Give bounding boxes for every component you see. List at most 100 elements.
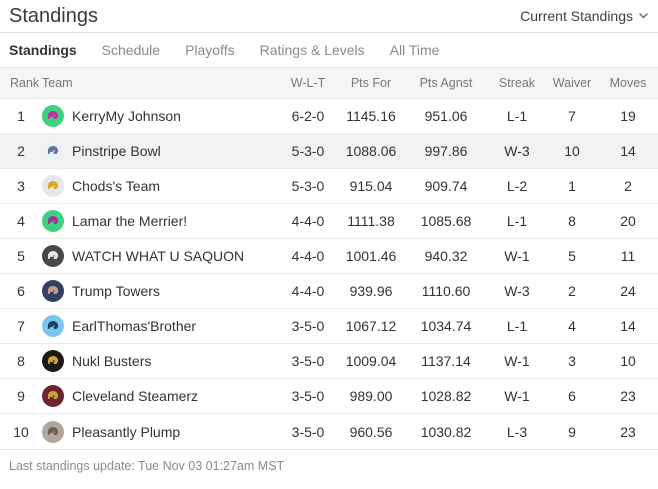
football-helmet-icon (47, 321, 59, 329)
pts-agnst-cell: 1030.82 (420, 423, 472, 440)
team-cell: Nukl Busters (42, 350, 278, 372)
waiver-cell: 2 (568, 283, 576, 299)
moves-cell: 10 (620, 353, 636, 369)
wlt-cell: 4-4-0 (291, 248, 325, 264)
football-helmet-icon (47, 426, 59, 435)
table-row[interactable]: 4 Lamar the Merrier! 4-4-0 1111.38 1085.… (0, 204, 658, 239)
pts-for-cell: 915.04 (349, 178, 393, 194)
rank-cell: 7 (17, 318, 25, 334)
moves-cell: 2 (624, 178, 632, 194)
football-helmet-icon (47, 286, 59, 294)
table-row[interactable]: 7 EarlThomas'Brother 3-5-0 1067.12 1034.… (0, 309, 658, 344)
streak-cell: W-3 (504, 143, 530, 159)
team-avatar (42, 420, 64, 443)
moves-cell: 14 (620, 143, 636, 159)
page-title: Standings (9, 4, 98, 27)
football-helmet-icon (47, 181, 59, 189)
moves-cell: 20 (620, 213, 636, 229)
column-header-wlt: W-L-T (290, 76, 326, 90)
team-cell: Cleveland Steamerz (42, 385, 278, 407)
moves-cell: 14 (620, 318, 636, 334)
team-cell: EarlThomas'Brother (42, 315, 278, 337)
team-name[interactable]: KerryMy Johnson (72, 108, 181, 124)
football-helmet-icon (47, 216, 59, 224)
pts-agnst-cell: 1034.74 (420, 318, 472, 334)
wlt-cell: 5-3-0 (291, 143, 325, 159)
team-name[interactable]: Lamar the Merrier! (72, 213, 188, 229)
waiver-cell: 6 (568, 388, 576, 404)
table-row[interactable]: 9 Cleveland Steamerz 3-5-0 989.00 1028.8… (0, 379, 658, 414)
table-row[interactable]: 5 WATCH WHAT U SAQUON 4-4-0 1001.46 940.… (0, 239, 658, 274)
pts-for-cell: 1111.38 (347, 213, 395, 229)
table-row[interactable]: 6 Trump Towers 4-4-0 939.96 1110.60 W-3 … (0, 274, 658, 309)
waiver-cell: 7 (568, 108, 576, 124)
team-cell: Pleasantly Plump (42, 420, 278, 443)
football-helmet-icon (47, 251, 59, 259)
rank-cell: 6 (17, 283, 25, 299)
table-row[interactable]: 3 Chods's Team 5-3-0 915.04 909.74 L-2 1… (0, 169, 658, 204)
standings-view-dropdown[interactable]: Current Standings (520, 8, 648, 24)
rank-cell: 1 (17, 108, 25, 124)
pts-agnst-cell: 951.06 (424, 108, 468, 124)
wlt-cell: 3-5-0 (291, 423, 325, 440)
team-avatar (42, 105, 64, 127)
streak-cell: L-3 (506, 423, 528, 440)
rank-cell: 4 (17, 213, 25, 229)
tab-schedule[interactable]: Schedule (101, 42, 161, 58)
pts-for-cell: 960.56 (349, 423, 393, 440)
pts-agnst-cell: 1137.14 (421, 353, 471, 369)
waiver-cell: 10 (564, 143, 580, 159)
table-row[interactable]: 1 KerryMy Johnson 6-2-0 1145.16 951.06 L… (0, 99, 658, 134)
pts-for-cell: 1001.46 (345, 248, 397, 264)
pts-for-cell: 1088.06 (345, 143, 397, 159)
football-helmet-icon (47, 356, 59, 364)
table-row[interactable]: 8 Nukl Busters 3-5-0 1009.04 1137.14 W-1… (0, 344, 658, 379)
streak-cell: W-1 (504, 388, 530, 404)
team-name[interactable]: Cleveland Steamerz (72, 388, 199, 404)
pts-agnst-cell: 940.32 (424, 248, 468, 264)
wlt-cell: 5-3-0 (291, 178, 325, 194)
team-name[interactable]: WATCH WHAT U SAQUON (72, 248, 245, 264)
streak-cell: W-1 (504, 353, 530, 369)
moves-cell: 19 (620, 108, 636, 124)
streak-cell: L-1 (506, 108, 528, 124)
wlt-cell: 3-5-0 (291, 388, 325, 404)
team-name[interactable]: EarlThomas'Brother (72, 318, 197, 334)
team-name[interactable]: Trump Towers (72, 283, 160, 299)
chevron-down-icon (639, 13, 648, 19)
tab-playoffs[interactable]: Playoffs (185, 42, 235, 58)
team-avatar (42, 175, 64, 197)
pts-for-cell: 989.00 (349, 388, 393, 404)
team-name[interactable]: Chods's Team (72, 178, 161, 194)
waiver-cell: 9 (568, 423, 576, 440)
team-cell: Lamar the Merrier! (42, 210, 278, 232)
tab-ratings-levels[interactable]: Ratings & Levels (259, 42, 365, 58)
wlt-cell: 3-5-0 (291, 318, 325, 334)
team-name[interactable]: Pinstripe Bowl (72, 143, 161, 159)
standings-view-dropdown-label: Current Standings (520, 8, 633, 24)
team-name[interactable]: Nukl Busters (72, 353, 152, 369)
moves-cell: 23 (620, 388, 636, 404)
streak-cell: W-1 (504, 248, 530, 264)
wlt-cell: 4-4-0 (291, 283, 325, 299)
table-row[interactable]: 2 Pinstripe Bowl 5-3-0 1088.06 997.86 W-… (0, 134, 658, 169)
tab-all-time[interactable]: All Time (389, 42, 440, 58)
table-row[interactable]: 10 Pleasantly Plump 3-5-0 960.56 1030.82… (0, 414, 658, 449)
table-body: 1 KerryMy Johnson 6-2-0 1145.16 951.06 L… (0, 99, 658, 449)
tab-standings[interactable]: Standings (9, 42, 77, 58)
rank-cell: 8 (17, 353, 25, 369)
standings-table: Rank Team W-L-T Pts For Pts Agnst Streak… (0, 67, 658, 450)
team-avatar (42, 315, 64, 337)
pts-agnst-cell: 1085.68 (420, 213, 472, 229)
team-name[interactable]: Pleasantly Plump (72, 423, 181, 440)
rank-cell: 9 (17, 388, 25, 404)
waiver-cell: 1 (568, 178, 576, 194)
team-cell: Chods's Team (42, 175, 278, 197)
pts-for-cell: 939.96 (349, 283, 393, 299)
pts-for-cell: 1067.12 (345, 318, 397, 334)
pts-agnst-cell: 997.86 (424, 143, 468, 159)
team-avatar (42, 385, 64, 407)
waiver-cell: 5 (568, 248, 576, 264)
team-avatar (42, 280, 64, 302)
